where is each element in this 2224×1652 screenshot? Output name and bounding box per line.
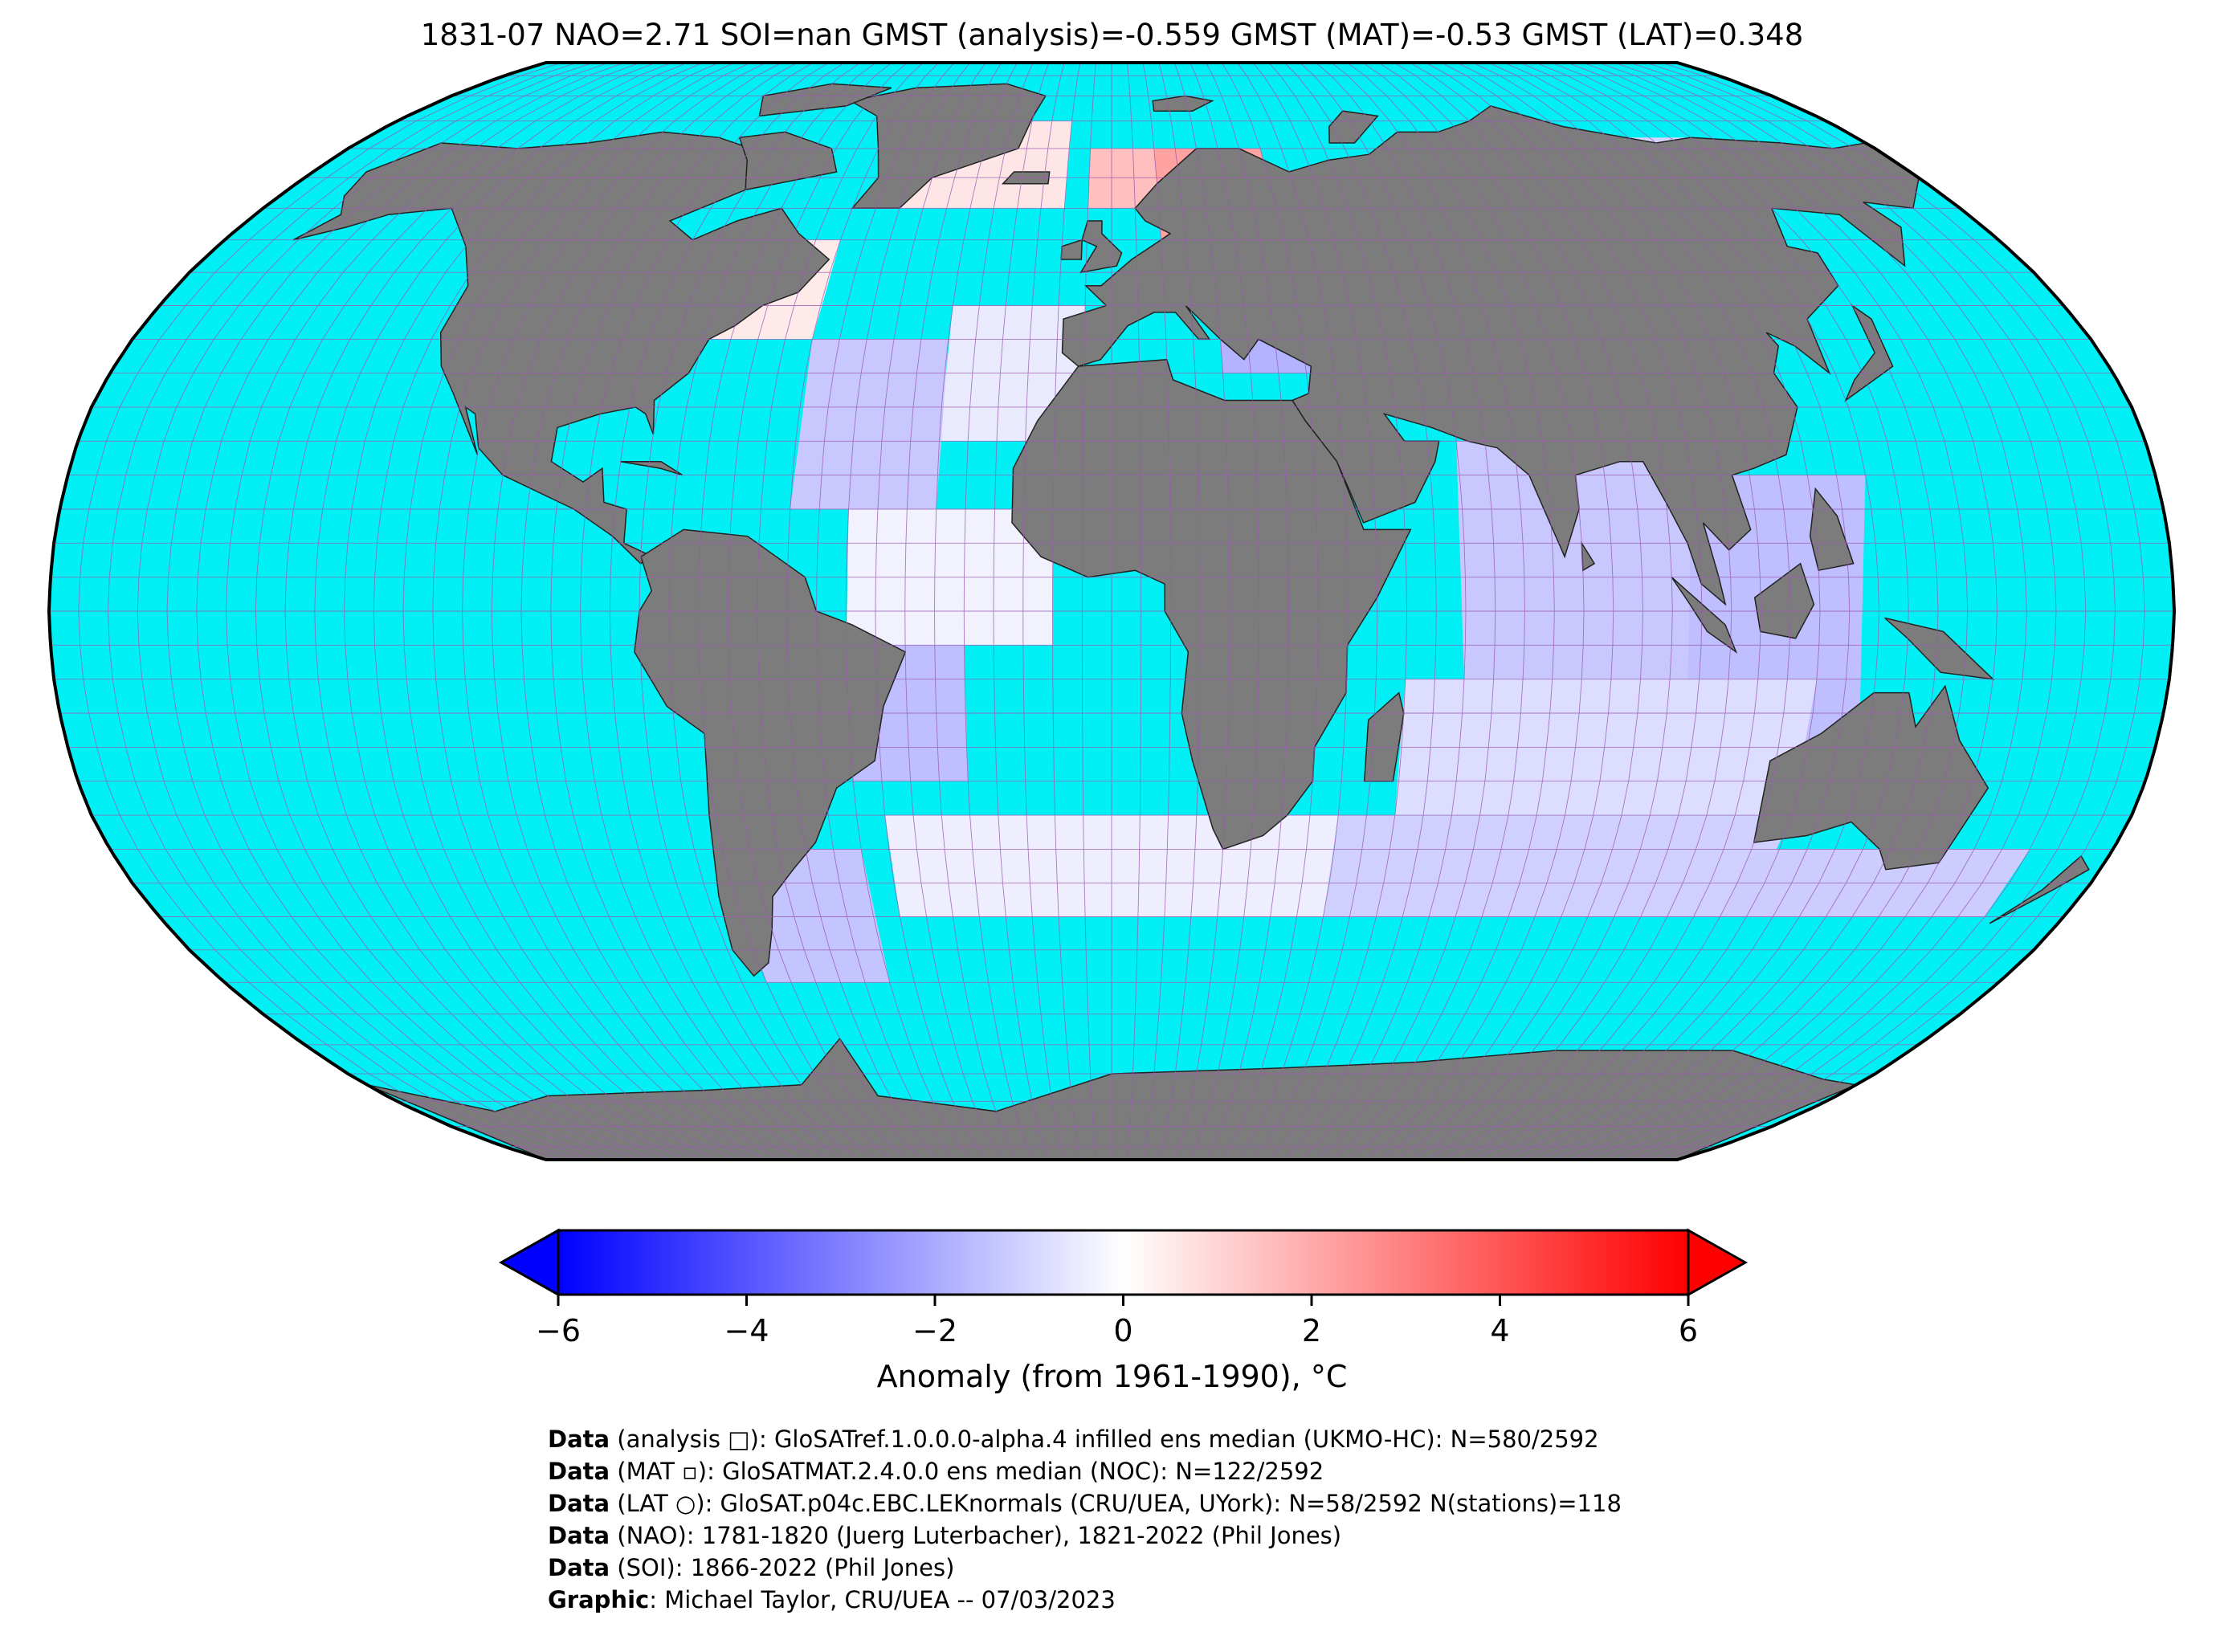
- credit-key: Data: [548, 1554, 610, 1581]
- credit-key: Data: [548, 1522, 610, 1549]
- land-sumatra: [1671, 577, 1738, 654]
- credit-key: Graphic: [548, 1586, 650, 1613]
- graticule: [49, 63, 2174, 1160]
- credit-line: Graphic: Michael Taylor, CRU/UEA -- 07/0…: [548, 1584, 1622, 1616]
- colorbar: −6 −4 −2 0 2 4 6: [498, 1228, 1749, 1348]
- credit-line: Data (SOI): 1866-2022 (Phil Jones): [548, 1552, 1622, 1584]
- colorbar-tick-label: 4: [1490, 1313, 1509, 1348]
- colorbar-extend-max: [1687, 1228, 1749, 1297]
- colorbar-body: [557, 1229, 1690, 1296]
- globe-outline: [47, 61, 2177, 1161]
- colorbar-tick-label: −2: [912, 1313, 957, 1348]
- colorbar-tick-label: 2: [1302, 1313, 1321, 1348]
- credits-block: Data (analysis □): GloSATref.1.0.0.0-alp…: [548, 1423, 1622, 1616]
- colorbar-label: Anomaly (from 1961-1990), °C: [876, 1359, 1348, 1394]
- colorbar-tick-label: −4: [724, 1313, 769, 1348]
- credit-line: Data (NAO): 1781-1820 (Juerg Luterbacher…: [548, 1519, 1622, 1552]
- colorbar-ticks: −6 −4 −2 0 2 4 6: [536, 1295, 1698, 1348]
- credit-line: Data (LAT ○): GloSAT.p04c.EBC.LEKnormals…: [548, 1487, 1622, 1519]
- credit-text: (NAO): 1781-1820 (Juerg Luterbacher), 18…: [610, 1522, 1342, 1549]
- credit-key: Data: [548, 1458, 610, 1485]
- credit-key: Data: [548, 1490, 610, 1517]
- colorbar-tick-label: 6: [1679, 1313, 1698, 1348]
- credit-key: Data: [548, 1426, 610, 1453]
- graticule-lines: [49, 63, 2174, 1160]
- anomaly-cell-1: [1088, 148, 1159, 209]
- credit-text: : Michael Taylor, CRU/UEA -- 07/03/2023: [649, 1586, 1116, 1613]
- credit-text: (analysis □): GloSATref.1.0.0.0-alpha.4 …: [610, 1426, 1599, 1453]
- credit-line: Data (analysis □): GloSATref.1.0.0.0-alp…: [548, 1423, 1622, 1455]
- colorbar-extend-min: [498, 1228, 560, 1297]
- anomaly-cell-12: [1456, 441, 1700, 679]
- anomaly-cell-15: [1323, 815, 1792, 917]
- land-eurasia: [1061, 105, 1920, 606]
- credit-text: (SOI): 1866-2022 (Phil Jones): [610, 1554, 955, 1581]
- credit-text: (MAT ▫): GloSATMAT.2.4.0.0 ens median (N…: [610, 1458, 1324, 1485]
- world-map: [47, 61, 2177, 1161]
- credit-text: (LAT ○): GloSAT.p04c.EBC.LEKnormals (CRU…: [610, 1490, 1622, 1517]
- land-ellesmere: [758, 83, 892, 117]
- colorbar-tick-label: 0: [1113, 1313, 1132, 1348]
- land-new-zealand: [1989, 855, 2090, 924]
- map-title: 1831-07 NAO=2.71 SOI=nan GMST (analysis)…: [420, 18, 1804, 52]
- land-borneo: [1753, 562, 1815, 639]
- land-new-guinea: [1884, 617, 1995, 680]
- colorbar-tick-label: −6: [536, 1313, 581, 1348]
- credit-line: Data (MAT ▫): GloSATMAT.2.4.0.0 ens medi…: [548, 1455, 1622, 1487]
